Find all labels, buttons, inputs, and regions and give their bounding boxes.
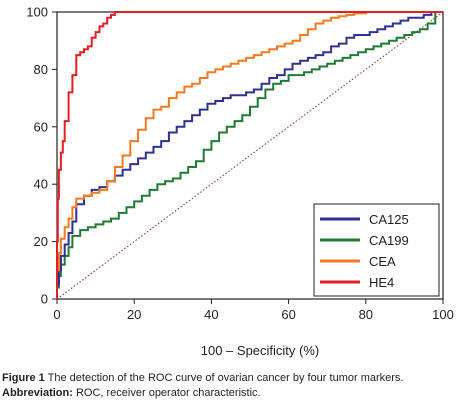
y-tick-label: 60 (34, 119, 48, 134)
x-tick-label: 20 (127, 307, 141, 322)
legend-label-ca199: CA199 (369, 233, 409, 248)
legend-label-he4: HE4 (369, 275, 394, 290)
figure-text: The detection of the ROC curve of ovaria… (44, 372, 404, 384)
series-line-he4 (56, 11, 443, 299)
x-tick-label: 60 (281, 307, 295, 322)
caption-line-figure: Figure 1 The detection of the ROC curve … (2, 371, 468, 386)
x-tick-label: 100 (432, 307, 454, 322)
caption-line-abbreviation: Abbreviation: ROC, receiver operator cha… (2, 386, 468, 401)
abbreviation-label: Abbreviation: (2, 387, 73, 399)
x-tick-label: 0 (53, 307, 60, 322)
x-tick-label: 80 (359, 307, 373, 322)
legend-label-ca125: CA125 (369, 212, 409, 227)
plot-area: 0 20 40 60 80 100 0 20 40 60 80 100 100 – Specificit… (26, 5, 454, 359)
y-tick-label: 80 (34, 62, 48, 77)
series-line-ca199 (56, 11, 443, 299)
series-line-ca125 (56, 11, 443, 299)
series-line-cea (56, 11, 443, 299)
y-tick-label: 100 (26, 5, 48, 20)
legend-label-cea: CEA (369, 254, 396, 269)
figure-label: Figure 1 (2, 372, 45, 384)
y-tick-label: 20 (34, 234, 48, 249)
x-tick-label: 40 (204, 307, 218, 322)
figure-caption: Figure 1 The detection of the ROC curve … (2, 371, 468, 401)
x-axis-label: 100 – Specificity (%) (201, 343, 320, 358)
abbreviation-text: ROC, receiver operator characteristic. (72, 387, 261, 399)
y-tick-label: 0 (41, 292, 48, 307)
y-tick-label: 40 (34, 177, 48, 192)
roc-chart: 0 20 40 60 80 100 0 20 40 60 80 100 100 – Specificit… (26, 5, 454, 359)
